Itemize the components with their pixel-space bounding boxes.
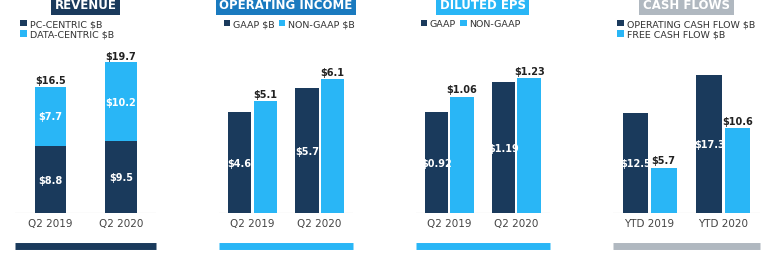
Text: $8.8: $8.8 <box>38 175 63 185</box>
Text: $5.7: $5.7 <box>295 146 319 156</box>
Bar <box>35 88 67 146</box>
Text: OPERATING INCOME: OPERATING INCOME <box>220 0 353 12</box>
Text: $5.7: $5.7 <box>651 156 676 166</box>
Text: $10.6: $10.6 <box>722 117 753 126</box>
Bar <box>492 83 515 213</box>
Text: $1.06: $1.06 <box>447 85 478 95</box>
Bar <box>623 114 648 213</box>
Legend: OPERATING CASH FLOW $B, FREE CASH FLOW $B: OPERATING CASH FLOW $B, FREE CASH FLOW $… <box>617 20 755 40</box>
Text: $19.7: $19.7 <box>106 51 137 61</box>
Bar <box>724 129 750 213</box>
Bar <box>450 97 474 213</box>
Text: $7.7: $7.7 <box>38 112 62 122</box>
Legend: GAAP, NON-GAAP: GAAP, NON-GAAP <box>421 20 521 29</box>
Text: $0.92: $0.92 <box>421 158 452 168</box>
Text: $1.19: $1.19 <box>488 143 519 153</box>
Bar <box>35 146 67 213</box>
Bar <box>105 63 137 141</box>
Bar <box>105 141 137 213</box>
Bar <box>650 168 677 213</box>
Bar <box>228 113 251 213</box>
Text: $6.1: $6.1 <box>320 68 344 77</box>
Bar <box>425 113 449 213</box>
Legend: GAAP $B, NON-GAAP $B: GAAP $B, NON-GAAP $B <box>223 20 355 29</box>
Text: REVENUE: REVENUE <box>55 0 117 12</box>
Text: $10.2: $10.2 <box>106 97 137 107</box>
Text: $16.5: $16.5 <box>35 76 66 86</box>
Text: DILUTED EPS: DILUTED EPS <box>440 0 526 12</box>
Text: $4.6: $4.6 <box>228 158 252 168</box>
Text: $1.23: $1.23 <box>514 67 545 76</box>
Bar <box>320 80 344 213</box>
Bar <box>253 102 277 213</box>
Legend: PC-CENTRIC $B, DATA-CENTRIC $B: PC-CENTRIC $B, DATA-CENTRIC $B <box>20 20 114 40</box>
Bar <box>295 88 319 213</box>
Text: $5.1: $5.1 <box>253 89 277 100</box>
Text: $12.5: $12.5 <box>621 158 651 169</box>
Text: CASH FLOWS: CASH FLOWS <box>643 0 730 12</box>
Bar <box>518 79 541 213</box>
Bar <box>697 75 723 213</box>
Text: $9.5: $9.5 <box>109 172 133 182</box>
Text: $17.3: $17.3 <box>694 139 725 149</box>
